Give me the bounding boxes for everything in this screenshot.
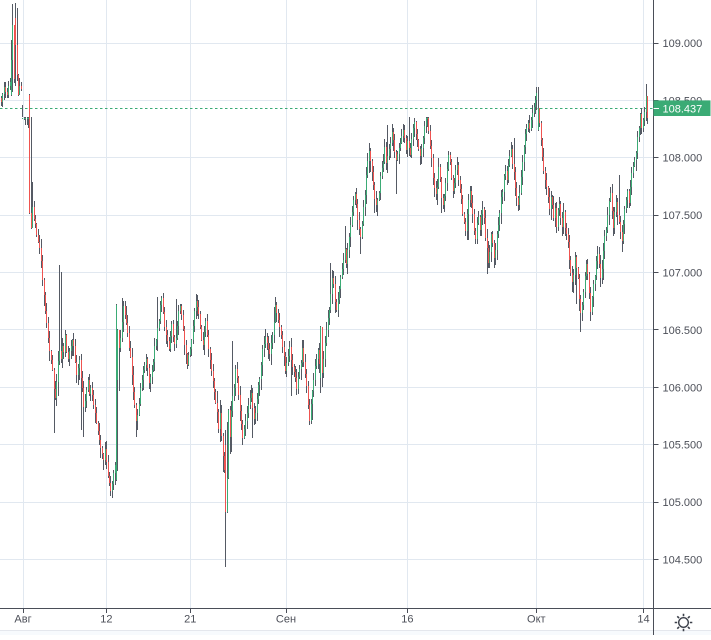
svg-text:106.000: 106.000 xyxy=(663,382,703,394)
svg-text:Авг: Авг xyxy=(14,614,31,626)
svg-text:104.500: 104.500 xyxy=(663,555,703,567)
svg-text:14: 14 xyxy=(637,614,649,626)
svg-text:108.000: 108.000 xyxy=(663,153,703,165)
svg-text:109.000: 109.000 xyxy=(663,38,703,50)
svg-text:106.500: 106.500 xyxy=(663,325,703,337)
svg-text:12: 12 xyxy=(100,614,112,626)
svg-text:16: 16 xyxy=(401,614,413,626)
svg-text:107.000: 107.000 xyxy=(663,268,703,280)
svg-text:107.500: 107.500 xyxy=(663,210,703,222)
svg-text:105.500: 105.500 xyxy=(663,440,703,452)
svg-text:108.437: 108.437 xyxy=(663,103,703,115)
svg-text:105.000: 105.000 xyxy=(663,497,703,509)
svg-text:Сен: Сен xyxy=(276,614,296,626)
svg-text:Окт: Окт xyxy=(527,614,546,626)
svg-text:21: 21 xyxy=(184,614,196,626)
